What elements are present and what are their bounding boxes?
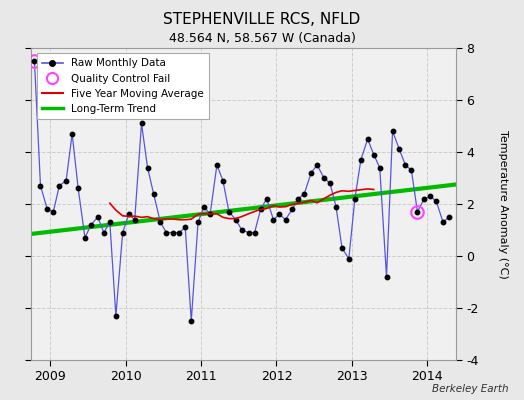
Text: 48.564 N, 58.567 W (Canada): 48.564 N, 58.567 W (Canada) <box>169 32 355 45</box>
Legend: Raw Monthly Data, Quality Control Fail, Five Year Moving Average, Long-Term Tren: Raw Monthly Data, Quality Control Fail, … <box>37 53 209 119</box>
Text: STEPHENVILLE RCS, NFLD: STEPHENVILLE RCS, NFLD <box>163 12 361 27</box>
Y-axis label: Temperature Anomaly (°C): Temperature Anomaly (°C) <box>498 130 508 278</box>
Text: Berkeley Earth: Berkeley Earth <box>432 384 508 394</box>
